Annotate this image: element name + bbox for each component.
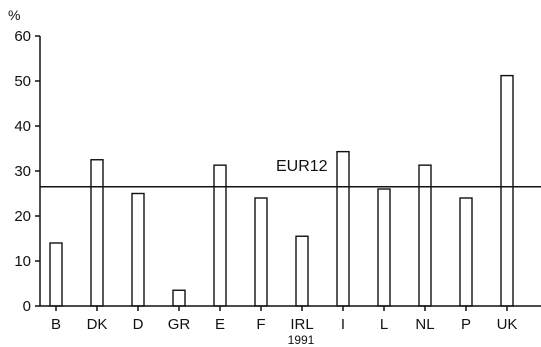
x-tick-label: GR (168, 316, 191, 333)
bar-irl (295, 235, 309, 307)
x-tick-label: DK (87, 316, 108, 333)
x-tick-label: B (51, 316, 61, 333)
x-tick-label: F (256, 316, 265, 333)
y-tick-label: 30 (14, 163, 31, 180)
x-tick-label: D (133, 316, 144, 333)
y-tick-label: 20 (14, 208, 31, 225)
bar-d (131, 192, 145, 307)
eur12-reference-label: EUR12 (276, 158, 328, 175)
y-tick-label: 50 (14, 73, 31, 90)
bar-f (254, 197, 268, 307)
x-tick-label: L (380, 316, 388, 333)
x-tick-label: IRL (290, 316, 313, 333)
y-tick-label: 40 (14, 118, 31, 135)
y-tick-label: 10 (14, 253, 31, 270)
x-tick-label: I (341, 316, 345, 333)
bars (49, 74, 514, 307)
x-axis-ticks: B DK D GR E F IRL I L NL P UK (51, 306, 517, 333)
y-axis-label: % (8, 7, 20, 23)
y-tick-label: 60 (14, 28, 31, 45)
y-tick-label: 0 (23, 298, 31, 315)
bar-gr (172, 289, 186, 307)
x-tick-label: P (461, 316, 471, 333)
x-tick-label: UK (497, 316, 518, 333)
y-axis-ticks: 0 10 20 30 40 50 60 (14, 28, 40, 315)
bar-uk (500, 74, 514, 307)
x-tick-label: E (215, 316, 225, 333)
bar-l (377, 188, 391, 307)
bar-i (336, 150, 350, 307)
bar-dk (90, 159, 104, 307)
bar-b (49, 242, 63, 307)
bar-p (459, 197, 473, 307)
x-tick-label: NL (415, 316, 434, 333)
x-axis-label: 1991 (288, 333, 315, 347)
